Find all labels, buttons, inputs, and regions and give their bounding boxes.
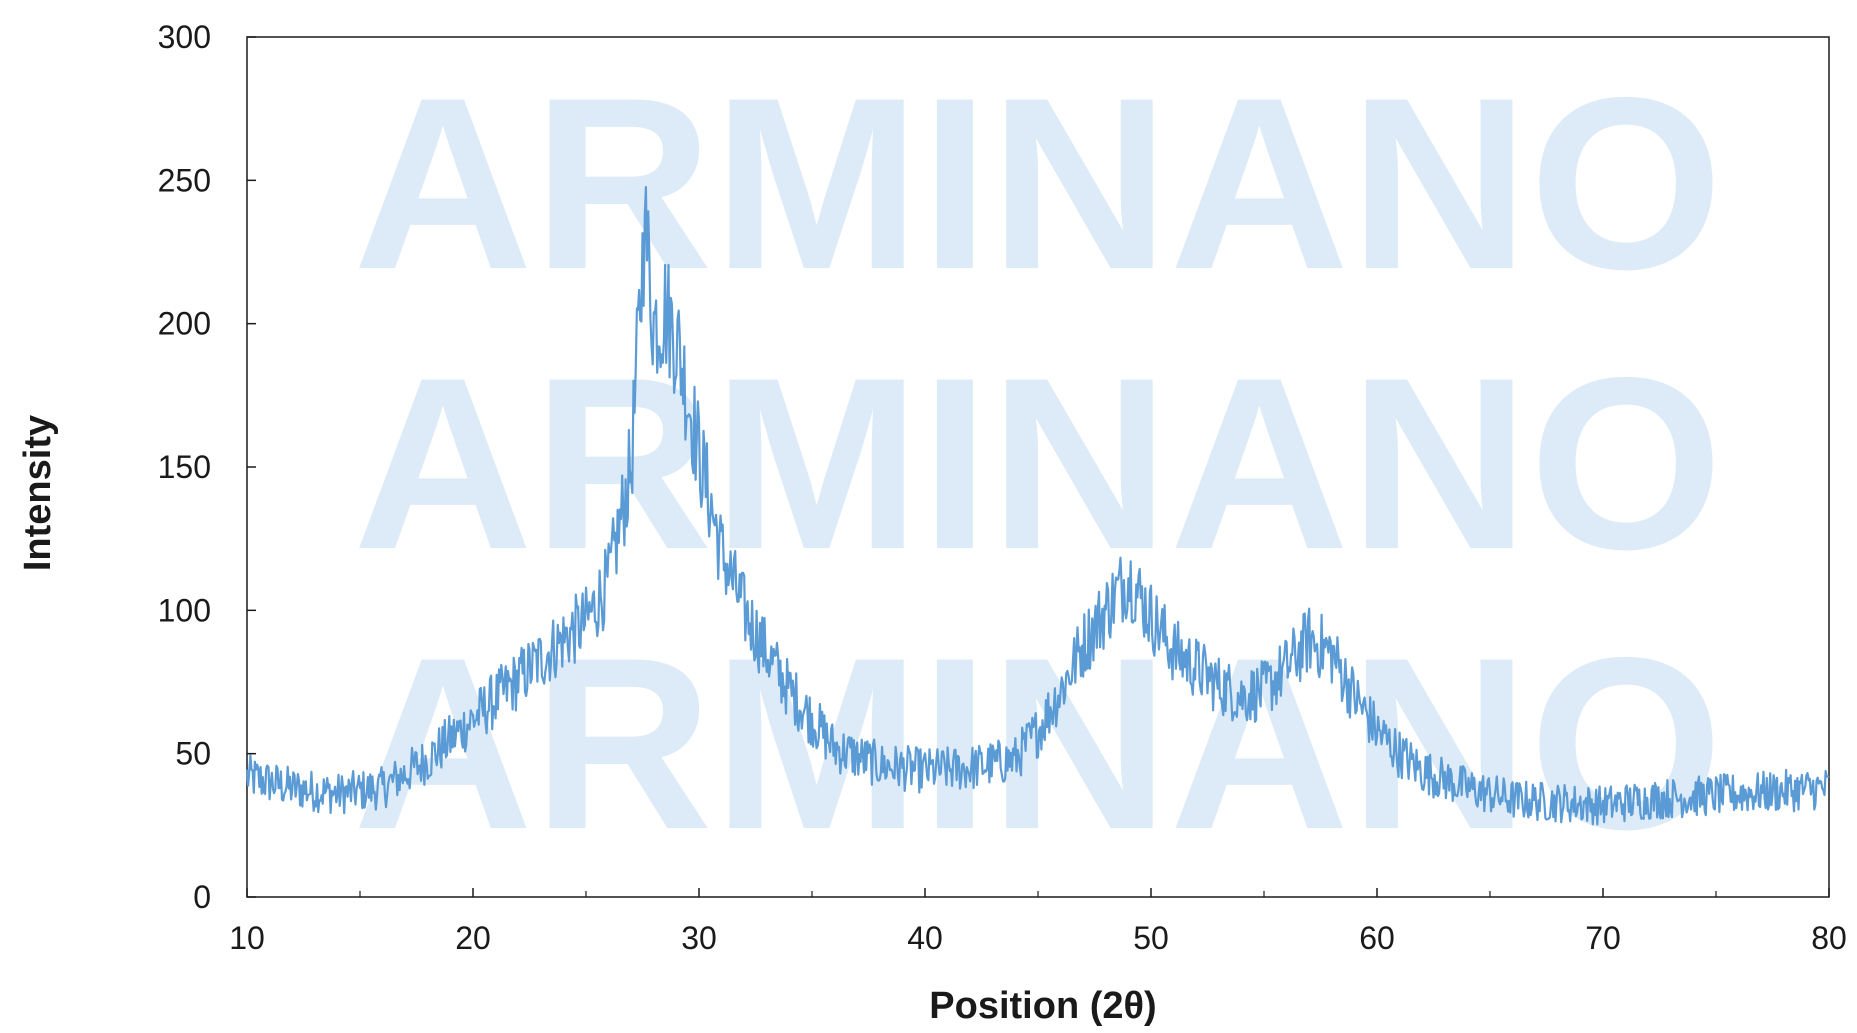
y-axis-title: Intensity: [17, 415, 59, 571]
watermark-text-2: ARMINANO: [353, 326, 1723, 600]
series-line-group: [245, 186, 1830, 826]
x-tick-label-10: 10: [229, 920, 265, 956]
x-tick-label-20: 20: [455, 920, 491, 956]
y-tick-group: 0 50 100 150 200 250 300: [158, 19, 256, 915]
y-tick-label-150: 150: [158, 449, 211, 485]
x-tick-group: 10 20 30 40 50 60 70 80: [229, 888, 1847, 956]
x-tick-label-50: 50: [1133, 920, 1169, 956]
x-tick-label-70: 70: [1585, 920, 1621, 956]
y-tick-label-100: 100: [158, 592, 211, 628]
series-line: [245, 186, 1830, 826]
y-tick-label-50: 50: [175, 736, 211, 772]
y-tick-label-250: 250: [158, 162, 211, 198]
x-tick-label-80: 80: [1811, 920, 1847, 956]
x-tick-label-60: 60: [1359, 920, 1395, 956]
y-tick-label-300: 300: [158, 19, 211, 55]
y-tick-label-0: 0: [193, 879, 211, 915]
y-tick-label-200: 200: [158, 306, 211, 342]
x-tick-label-40: 40: [907, 920, 943, 956]
x-tick-label-30: 30: [681, 920, 717, 956]
watermark-text-1: ARMINANO: [353, 46, 1723, 320]
x-axis-title: Position (2θ): [929, 985, 1156, 1027]
